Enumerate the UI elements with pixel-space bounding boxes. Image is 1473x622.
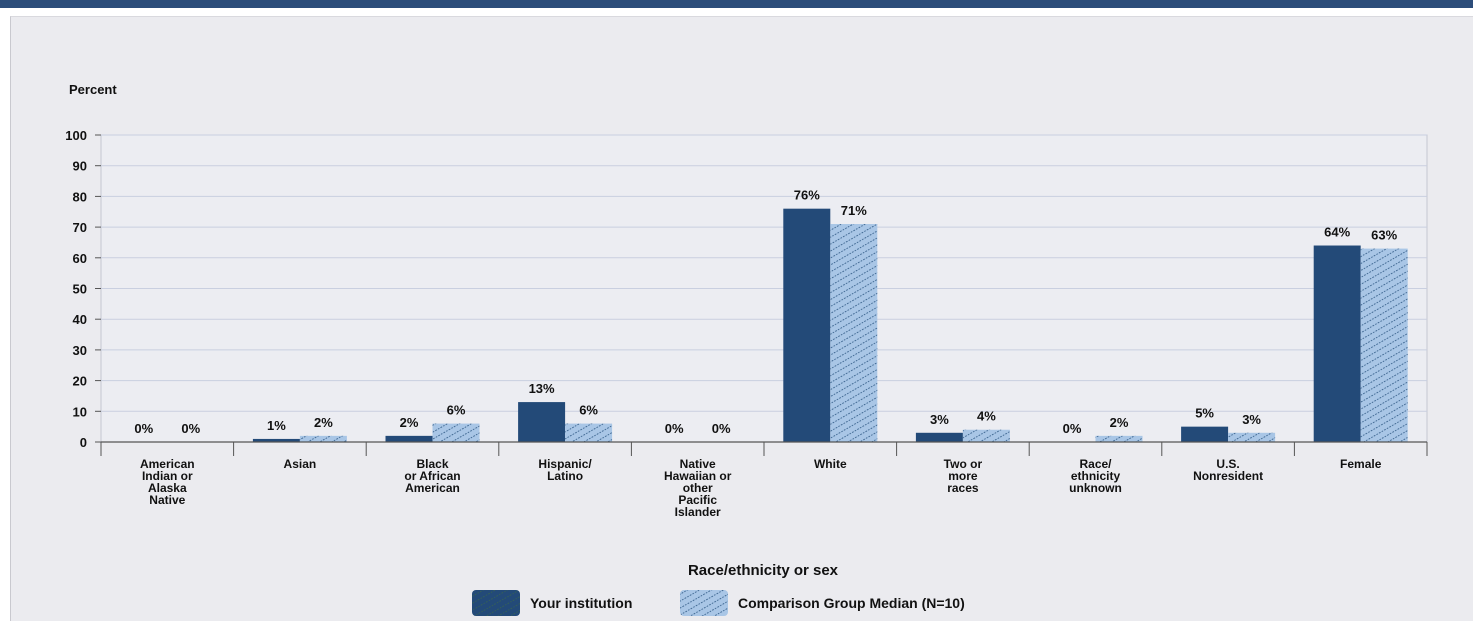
data-label: 3% [930, 412, 949, 427]
y-tick-label: 60 [73, 251, 87, 266]
bar-your-institution [783, 208, 831, 442]
x-tick-label: White [814, 457, 847, 471]
y-tick-label: 70 [73, 220, 87, 235]
bar-comparison-hatch [299, 435, 347, 442]
y-tick-label: 100 [65, 128, 87, 143]
bar-comparison-hatch [565, 423, 613, 442]
x-tick-label: Black or African American [404, 457, 460, 495]
legend-swatch-hatch [472, 590, 520, 616]
data-label: 0% [181, 421, 200, 436]
data-label: 13% [529, 381, 555, 396]
data-label: 4% [977, 409, 996, 424]
data-label: 0% [712, 421, 731, 436]
y-tick-label: 50 [73, 282, 87, 297]
data-label: 2% [1110, 415, 1129, 430]
y-tick-label: 80 [73, 189, 87, 204]
bar-comparison-hatch [830, 224, 878, 442]
data-label: 5% [1195, 406, 1214, 421]
x-tick-label: U.S. Nonresident [1193, 457, 1263, 483]
y-axis-title: Percent [69, 82, 117, 97]
x-axis-title: Race/ethnicity or sex [688, 562, 839, 579]
bar-your-institution [1313, 245, 1361, 442]
bar-comparison-hatch [1360, 248, 1408, 442]
data-label: 0% [665, 421, 684, 436]
bar-comparison-hatch [962, 429, 1010, 442]
data-label: 71% [841, 203, 867, 218]
legend-swatch-hatch [680, 590, 728, 616]
legend-label-your-institution: Your institution [530, 595, 632, 611]
data-label: 6% [579, 403, 598, 418]
top-accent-bar [0, 0, 1473, 8]
data-label: 2% [400, 415, 419, 430]
data-label: 6% [447, 403, 466, 418]
bar-comparison-hatch [1095, 435, 1143, 442]
legend-label-comparison-median: Comparison Group Median (N=10) [738, 595, 965, 611]
bar-your-institution [252, 438, 300, 442]
data-label: 0% [134, 421, 153, 436]
x-tick-label: Asian [284, 457, 317, 471]
bar-chart: Percent 0 10 20 30 40 50 60 70 80 90 100 0% 0% 1% 2% 2… [65, 82, 1428, 616]
bar-your-institution [518, 402, 566, 442]
x-tick-label: Hispanic/Latino [538, 457, 592, 483]
data-label: 76% [794, 188, 820, 203]
data-label: 3% [1242, 412, 1261, 427]
bar-your-institution [915, 432, 963, 442]
x-tick-label: Female [1340, 457, 1382, 471]
x-tick-label: American Indian or Alaska Native [140, 457, 195, 507]
data-label: 64% [1324, 225, 1350, 240]
bar-your-institution [385, 435, 433, 442]
bar-your-institution [1181, 426, 1229, 442]
x-tick-label: Native Hawaiian or other Pacific Islander [664, 457, 732, 519]
y-tick-label: 90 [73, 159, 87, 174]
x-tick-label: Race/ethnicity unknown [1069, 457, 1122, 495]
x-tick-label: Two or more races [944, 457, 983, 495]
data-label: 1% [267, 418, 286, 433]
data-label: 0% [1063, 421, 1082, 436]
bar-comparison-hatch [432, 423, 480, 442]
chart-panel: Percent 0 10 20 30 40 50 60 70 80 90 100 0% 0% 1% 2% 2… [10, 16, 1473, 621]
y-tick-label: 10 [73, 404, 87, 419]
y-tick-label: 0 [80, 435, 87, 450]
bar-comparison-hatch [1228, 432, 1276, 442]
y-tick-label: 20 [73, 374, 87, 389]
y-tick-label: 30 [73, 343, 87, 358]
data-label: 63% [1371, 228, 1397, 243]
y-tick-label: 40 [73, 312, 87, 327]
data-label: 2% [314, 415, 333, 430]
